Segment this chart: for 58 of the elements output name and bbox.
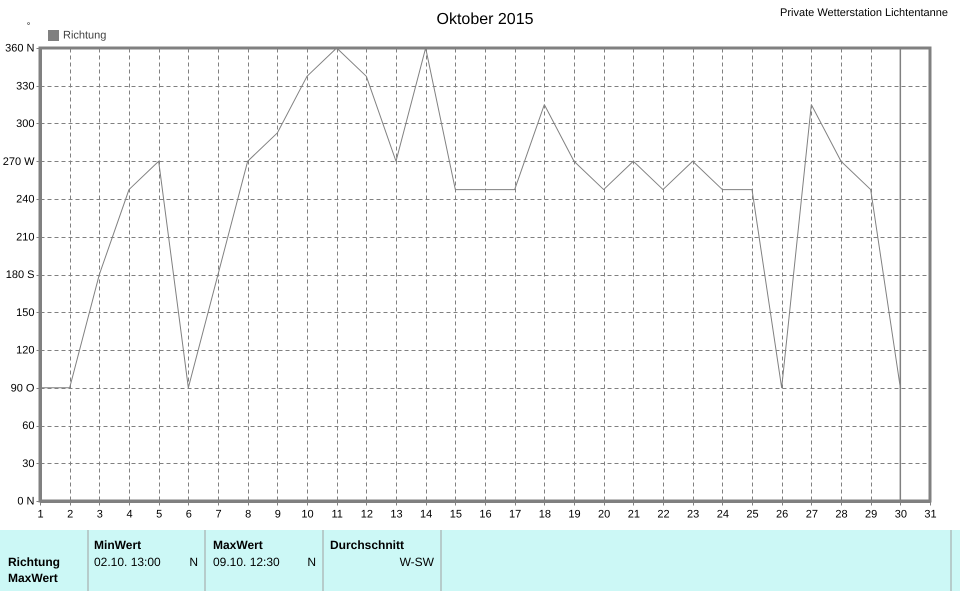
x-tick-label: 25 [746,508,759,520]
text: MaxWert [213,538,263,552]
y-tick-label: 60 [22,420,34,432]
x-tick-label: 8 [245,508,252,520]
x-tick-label: 12 [360,508,373,520]
y-tick-label: 90 O [10,382,35,394]
text: N [307,555,316,569]
x-tick-label: 31 [924,508,937,520]
x-tick-label: 7 [215,508,222,520]
y-tick-label: 30 [22,458,34,470]
x-tick-label: 15 [450,508,462,520]
x-tick-label: 22 [657,508,670,520]
x-tick-label: 18 [538,508,551,520]
chart-title: Oktober 2015 [436,11,534,28]
x-tick-label: 28 [835,508,848,520]
x-tick-label: 24 [716,508,729,520]
x-tick-label: 11 [331,508,343,520]
x-tick-label: 2 [67,508,74,520]
x-tick-label: 3 [96,508,103,520]
text: Private Wetterstation Lichtentanne [780,7,948,19]
x-tick-label: 23 [687,508,700,520]
text: MinWert [94,538,142,552]
x-tick-label: 5 [156,508,162,520]
text: Durchschnitt [330,538,404,552]
x-tick-label: 9 [274,508,281,520]
y-tick-label: 120 [16,344,34,356]
text: 09.10. 12:30 [213,555,280,569]
text: Richtung [8,555,60,569]
x-tick-label: 17 [509,508,522,520]
x-tick-label: 29 [865,508,878,520]
y-tick-label: 270 W [2,156,36,168]
y-tick-label: 210 [16,231,34,244]
x-tick-label: 6 [186,508,192,520]
y-tick-label: 150 [16,306,34,319]
x-tick-label: 27 [806,508,818,520]
x-tick-label: 20 [598,508,610,520]
x-tick-label: 30 [894,508,907,520]
y-tick-label: 240 [16,194,34,206]
y-axis-title: ° [26,20,31,30]
x-tick-label: 13 [390,508,403,520]
x-tick-label: 21 [628,508,640,520]
x-tick-label: 14 [420,508,432,520]
text: MaxWert [8,571,58,585]
y-tick-label: 330 [16,80,34,92]
x-tick-label: 16 [479,508,492,520]
legend-label: Richtung [63,30,106,42]
y-tick-label: 360 N [5,42,35,54]
text: N [189,555,198,569]
y-tick-label: 0 N [17,496,35,508]
y-tick-label: 300 [16,118,34,130]
text: 02.10. 13:00 [94,555,162,569]
x-tick-label: 26 [776,508,788,520]
x-tick-label: 1 [37,508,44,520]
y-tick-label: 180 S [6,269,34,281]
x-tick-label: 19 [568,508,581,520]
x-tick-label: 4 [126,508,133,520]
text: W-SW [400,555,435,569]
x-tick-label: 10 [301,508,314,520]
